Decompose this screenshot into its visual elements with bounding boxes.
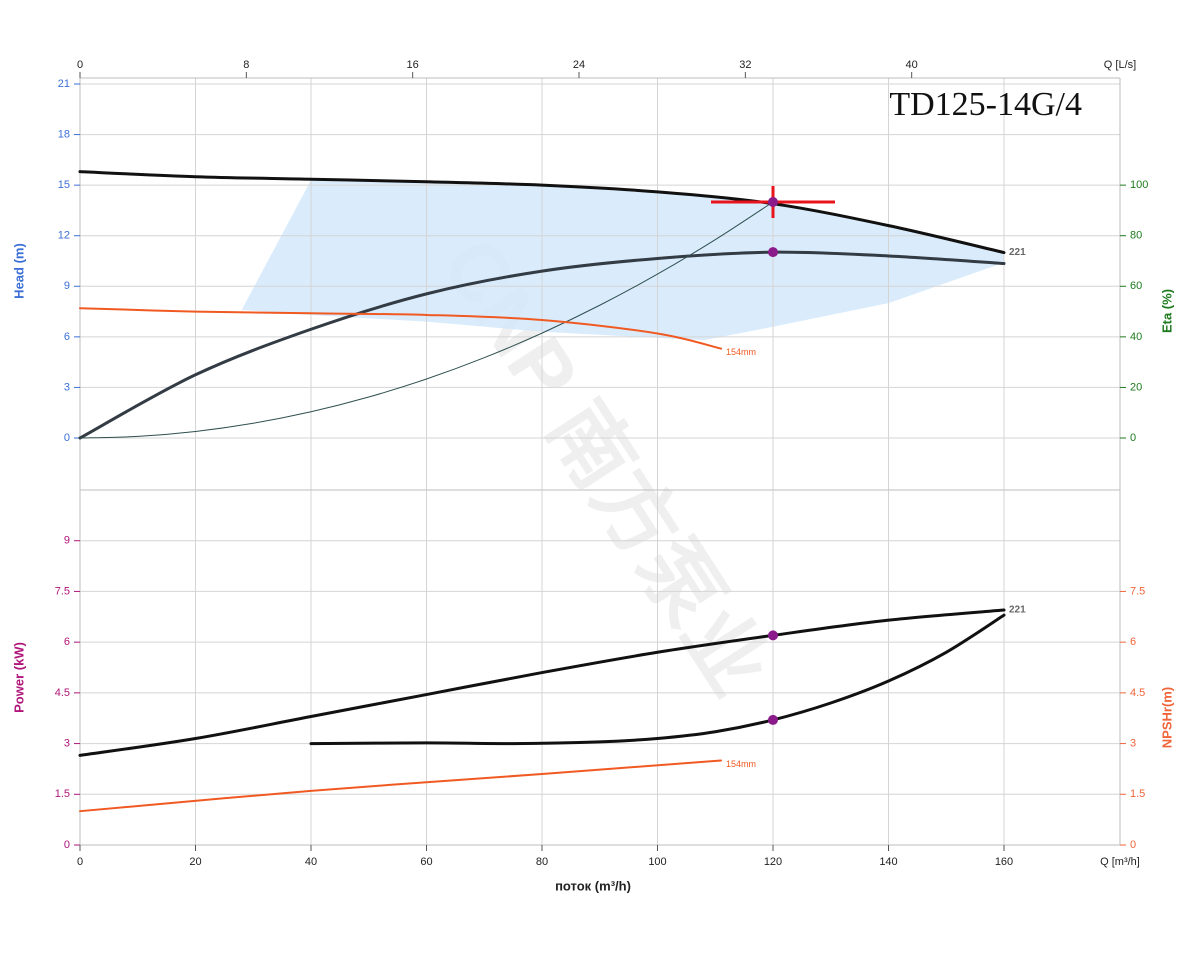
curve xyxy=(78,170,1006,255)
y-tick-label: 4.5 xyxy=(55,687,70,699)
x2-tick-label: 40 xyxy=(906,59,918,71)
curve xyxy=(78,250,1006,440)
operating-point xyxy=(768,197,778,207)
y2-tick-label: 0 xyxy=(1130,839,1136,851)
y-tick-label: 9 xyxy=(64,280,70,292)
x-tick-label: 80 xyxy=(536,856,548,868)
curve xyxy=(79,201,774,439)
y-tick-label: 0 xyxy=(64,839,70,851)
y-tick-label: 3 xyxy=(64,737,70,749)
y2-tick-label: 100 xyxy=(1130,179,1148,191)
curve-label: 154mm xyxy=(726,347,756,357)
x-tick-label: 60 xyxy=(420,856,432,868)
x-tick-label: 120 xyxy=(764,856,782,868)
y2-tick-label: 4.5 xyxy=(1130,687,1145,699)
y2-tick-label: 20 xyxy=(1130,381,1142,393)
x-tick-label: 140 xyxy=(879,856,897,868)
curve xyxy=(79,759,723,813)
x-tick-label: 0 xyxy=(77,856,83,868)
x2-tick-label: 32 xyxy=(739,59,751,71)
y2-axis-title: NPSHr(m) xyxy=(1159,687,1174,748)
y2-axis-title: Eta (%) xyxy=(1159,289,1174,333)
y-tick-label: 3 xyxy=(64,381,70,393)
y-axis-title: Power (kW) xyxy=(11,642,26,713)
x2-tick-label: 8 xyxy=(243,59,249,71)
y-tick-label: 15 xyxy=(58,179,70,191)
curve-label: 154mm xyxy=(726,759,756,769)
x-tick-label: 40 xyxy=(305,856,317,868)
x-tick-label: 100 xyxy=(648,856,666,868)
curve xyxy=(79,307,723,350)
y2-tick-label: 80 xyxy=(1130,230,1142,242)
y-tick-label: 7.5 xyxy=(55,585,70,597)
y-tick-label: 18 xyxy=(58,128,70,140)
y-tick-label: 6 xyxy=(64,636,70,648)
chart-title: TD125-14G/4 xyxy=(889,86,1082,123)
x-axis-title: поток (m³/h) xyxy=(555,878,631,893)
y-tick-label: 6 xyxy=(64,331,70,343)
x2-tick-label: 0 xyxy=(77,59,83,71)
x-tick-label: 160 xyxy=(995,856,1013,868)
y2-tick-label: 40 xyxy=(1130,331,1142,343)
y2-tick-label: 6 xyxy=(1130,636,1136,648)
x-tick-label: 20 xyxy=(189,856,201,868)
y-tick-label: 12 xyxy=(58,230,70,242)
y-axis-title: Head (m) xyxy=(11,243,26,299)
curve xyxy=(309,613,1006,746)
curve-label: 221 xyxy=(1009,605,1026,616)
curve-label: 221 xyxy=(1009,247,1026,258)
operating-point xyxy=(768,714,778,725)
y2-tick-label: 3 xyxy=(1130,737,1136,749)
x2-axis-title: Q [L/s] xyxy=(1104,59,1136,71)
y-tick-label: 1.5 xyxy=(55,788,70,800)
y-tick-label: 21 xyxy=(58,78,70,90)
operating-point xyxy=(768,247,778,258)
operating-point xyxy=(768,630,778,641)
y2-tick-label: 1.5 xyxy=(1130,788,1145,800)
y-tick-label: 0 xyxy=(64,432,70,444)
y2-tick-label: 60 xyxy=(1130,280,1142,292)
y-tick-label: 9 xyxy=(64,535,70,547)
y2-tick-label: 0 xyxy=(1130,432,1136,444)
x-axis-unit: Q [m³/h] xyxy=(1100,856,1140,868)
x2-tick-label: 24 xyxy=(573,59,585,71)
y2-tick-label: 7.5 xyxy=(1130,585,1145,597)
x2-tick-label: 16 xyxy=(407,59,419,71)
curve xyxy=(78,608,1006,757)
